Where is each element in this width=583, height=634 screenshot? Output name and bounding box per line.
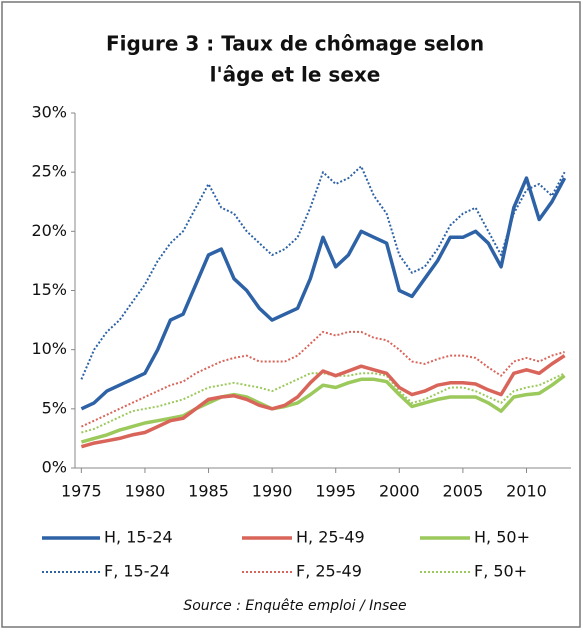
x-tick-label: 2005 [443,482,484,501]
x-tick-label: 1980 [125,482,166,501]
series-line [81,372,566,434]
legend-label: F, 50+ [474,562,527,581]
series-line [80,176,567,411]
y-tick-label: 30% [31,103,67,122]
y-tick-label: 10% [31,339,67,358]
series-line [80,165,566,380]
y-tick-label: 0% [42,458,67,477]
y-tick-label: 25% [31,162,67,181]
source: Source : Enquête emploi / Insee [183,598,406,614]
y-tick-label: 20% [31,221,67,240]
x-tick-label: 2010 [506,482,547,501]
legend-label: H, 15-24 [104,528,173,547]
x-tick-label: 2000 [379,482,420,501]
legend-label: H, 50+ [474,528,530,547]
x-tick-label: 1995 [315,482,356,501]
chart-title: Figure 3 : Taux de chômage selon [106,32,484,56]
series-line [80,354,566,449]
x-tick-label: 1990 [252,482,293,501]
x-tick-label: 1975 [61,482,102,501]
legend-label: F, 15-24 [104,562,170,581]
x-tick-label: 1985 [188,482,229,501]
legend-label: F, 25-49 [296,562,362,581]
y-tick-label: 5% [42,398,67,417]
series-line [80,330,565,428]
chart-title: l'âge et le sexe [210,63,381,87]
series-line [80,374,566,444]
legend-label: H, 25-49 [296,528,365,547]
y-tick-label: 15% [31,280,67,299]
